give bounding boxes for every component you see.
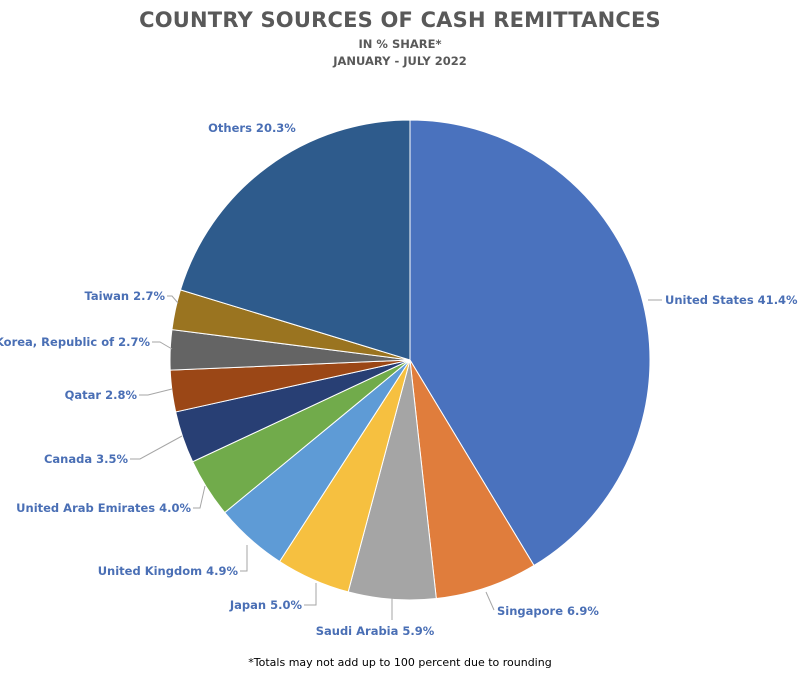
chart-subtitle-period: JANUARY - JULY 2022 [333, 54, 467, 68]
data-label-united-arab-emirates: United Arab Emirates 4.0% [16, 501, 191, 515]
data-label-united-kingdom: United Kingdom 4.9% [97, 564, 238, 578]
pie-slice-singapore [409, 359, 535, 600]
data-label-others: Others 20.3% [208, 121, 296, 135]
footnote: *Totals may not add up to 100 percent du… [248, 656, 552, 669]
leader-line-japan [304, 583, 317, 606]
data-label-qatar: Qatar 2.8% [64, 388, 137, 402]
leader-line-korea-republic-of [152, 341, 173, 350]
data-label-taiwan: Taiwan 2.7% [84, 289, 165, 303]
leader-line-qatar [139, 388, 173, 396]
leader-line-canada [130, 435, 183, 460]
chart-title: COUNTRY SOURCES OF CASH REMITTANCES [139, 8, 661, 32]
data-label-saudi-arabia: Saudi Arabia 5.9% [315, 624, 435, 638]
data-label-canada: Canada 3.5% [43, 452, 128, 466]
leader-line-singapore [485, 591, 495, 611]
pie-slice-united-states [409, 119, 651, 567]
leader-line-taiwan [167, 295, 179, 304]
data-label-singapore: Singapore 6.9% [497, 604, 599, 618]
data-label-united-states: United States 41.4% [665, 293, 798, 307]
data-label-japan: Japan 5.0% [229, 598, 302, 612]
pie-slice-others [179, 119, 411, 361]
leader-line-united-kingdom [240, 545, 248, 572]
chart-subtitle-share: IN % SHARE* [358, 37, 442, 51]
data-label-korea-republic-of: Korea, Republic of 2.7% [0, 335, 150, 349]
leader-line-united-arab-emirates [193, 485, 206, 509]
